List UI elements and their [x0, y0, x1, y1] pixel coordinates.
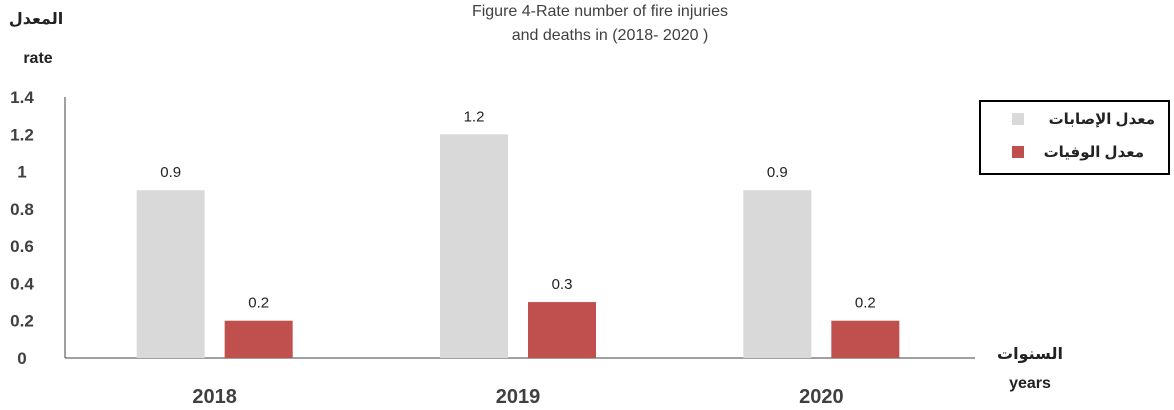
y-tick-label: 0.4 — [10, 274, 34, 293]
bar-injuries-2020 — [743, 190, 812, 358]
data-label-injuries-2018: 0.9 — [160, 164, 181, 181]
legend-swatch-injuries — [1012, 113, 1024, 125]
legend: معدل الإصابات معدل الوفيات — [979, 100, 1170, 175]
y-axis-label-arabic: المعدل — [9, 11, 63, 28]
legend-swatch-deaths — [1012, 146, 1024, 158]
x-axis-label-arabic: السنوات — [997, 346, 1063, 363]
legend-label-injuries: معدل الإصابات — [1049, 111, 1155, 128]
y-axis-label-english: rate — [23, 50, 52, 67]
y-tick-label: 0.6 — [10, 237, 34, 256]
bar-deaths-2020 — [831, 320, 900, 358]
y-tick-label: 0.2 — [10, 312, 34, 331]
data-label-deaths-2020: 0.2 — [855, 295, 876, 312]
y-tick-label: 1.2 — [10, 125, 34, 144]
chart-title-line-2: and deaths in (2018- 2020 ) — [512, 27, 709, 44]
data-label-deaths-2019: 0.3 — [552, 276, 573, 293]
legend-box — [979, 100, 1170, 175]
data-label-injuries-2020: 0.9 — [767, 164, 788, 181]
data-label-deaths-2018: 0.2 — [248, 295, 269, 312]
bar-injuries-2019 — [440, 134, 508, 358]
x-tick-label: 2018 — [192, 386, 237, 408]
y-tick-label: 0 — [17, 349, 26, 368]
chart-title-line-1: Figure 4-Rate number of fire injuries — [472, 3, 728, 20]
y-tick-label: 1.4 — [10, 88, 34, 107]
bar-deaths-2018 — [224, 320, 293, 358]
data-label-injuries-2019: 1.2 — [464, 108, 485, 125]
x-tick-label: 2020 — [799, 386, 844, 408]
legend-label-deaths: معدل الوفيات — [1044, 144, 1144, 161]
x-axis-label-english: years — [1009, 375, 1051, 392]
x-tick-label: 2019 — [496, 386, 541, 408]
y-tick-label: 1 — [17, 163, 26, 182]
bar-deaths-2019 — [528, 302, 596, 358]
bar-injuries-2018 — [136, 190, 205, 358]
y-tick-label: 0.8 — [10, 200, 34, 219]
